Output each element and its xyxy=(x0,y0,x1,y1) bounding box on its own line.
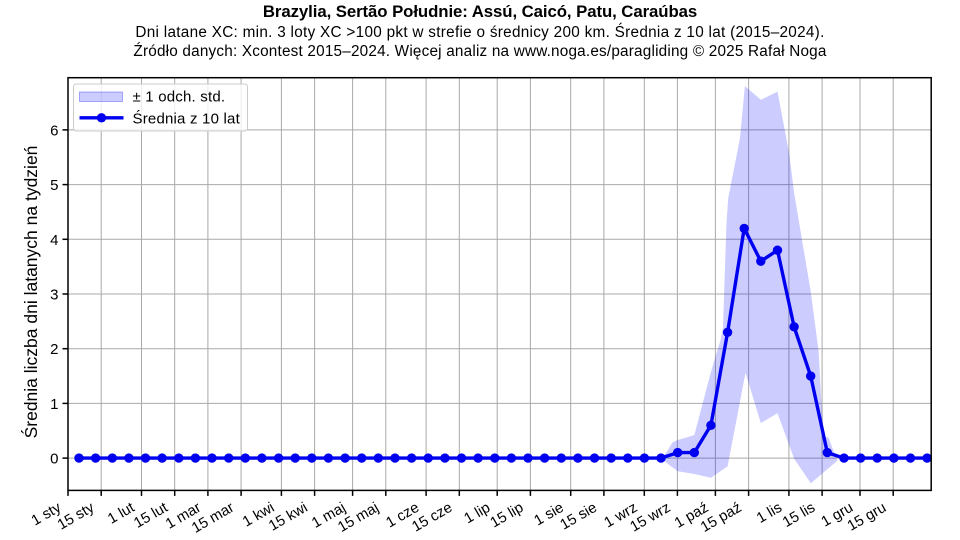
svg-text:Średnia z 10 lat: Średnia z 10 lat xyxy=(133,110,241,128)
svg-text:1 lut: 1 lut xyxy=(105,500,137,528)
svg-text:15 lis: 15 lis xyxy=(780,500,818,531)
svg-text:15 lip: 15 lip xyxy=(488,500,527,532)
svg-text:4: 4 xyxy=(50,232,58,249)
svg-text:15 lut: 15 lut xyxy=(131,500,170,532)
svg-text:1 lis: 1 lis xyxy=(754,500,785,527)
svg-text:6: 6 xyxy=(50,122,58,139)
svg-text:Średnia liczba dni latanych na: Średnia liczba dni latanych na tydzień xyxy=(20,146,41,439)
svg-text:± 1 odch. std.: ± 1 odch. std. xyxy=(133,89,226,106)
svg-text:15 kwi: 15 kwi xyxy=(266,500,310,535)
svg-text:15 sie: 15 sie xyxy=(558,500,600,534)
svg-text:0: 0 xyxy=(50,451,58,468)
svg-text:1: 1 xyxy=(50,396,58,413)
svg-text:5: 5 xyxy=(50,177,58,194)
svg-text:2: 2 xyxy=(50,341,58,358)
svg-text:15 sty: 15 sty xyxy=(55,500,98,534)
svg-text:1 lip: 1 lip xyxy=(462,500,494,527)
svg-text:3: 3 xyxy=(50,287,58,304)
svg-text:15 gru: 15 gru xyxy=(845,500,889,535)
